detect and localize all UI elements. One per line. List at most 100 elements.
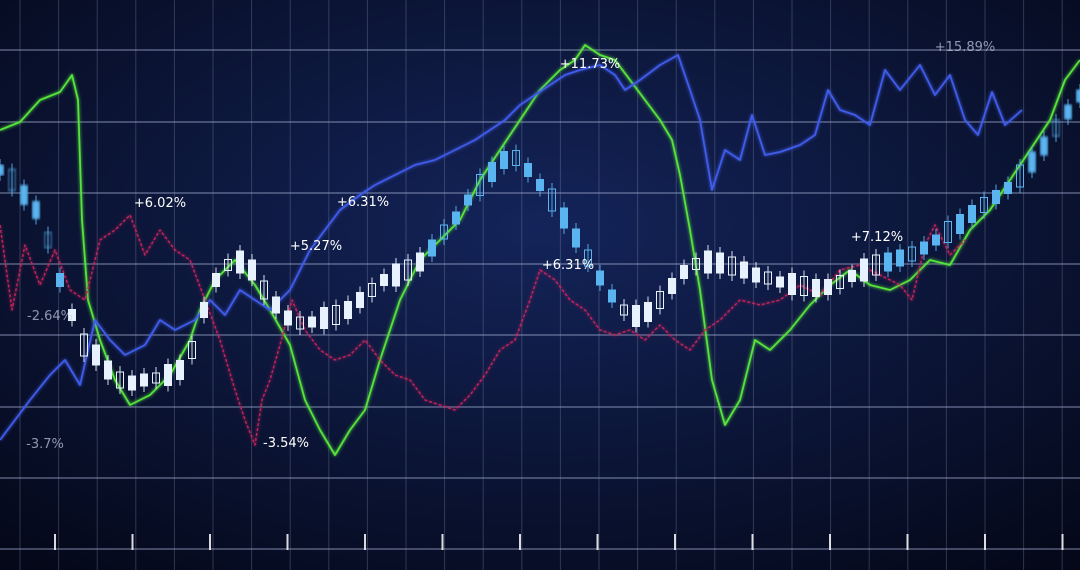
candle-body: [692, 258, 700, 270]
candle-body: [416, 252, 424, 272]
percent-label: +11.73%: [560, 57, 620, 72]
candle-body: [164, 364, 172, 386]
candle-body: [860, 258, 868, 282]
percent-label: +15.89%: [935, 40, 995, 55]
candle-body: [1040, 136, 1048, 156]
candle-body: [608, 289, 616, 303]
candle-body: [572, 228, 580, 248]
candle-body: [752, 267, 760, 283]
candle-body: [428, 239, 436, 257]
candle-body: [404, 259, 412, 281]
candle-body: [776, 276, 784, 288]
candle-body: [296, 316, 304, 330]
candle-body: [320, 307, 328, 329]
percent-label: +5.27%: [290, 239, 342, 254]
candle-body: [224, 259, 232, 271]
candle-body: [284, 310, 292, 326]
candle-body: [524, 163, 532, 177]
candle-body: [344, 301, 352, 319]
candle-body: [920, 241, 928, 255]
candle-body: [836, 275, 844, 289]
candle-body: [896, 249, 904, 267]
candle-body: [584, 249, 592, 267]
candle-body: [356, 292, 364, 308]
candle-body: [56, 273, 64, 287]
series-line-blue: [0, 54, 1023, 441]
candle-body: [716, 252, 724, 274]
candle-body: [200, 302, 208, 318]
percent-label: -2.64%: [27, 309, 73, 324]
candle-body: [848, 270, 856, 282]
candle-body: [308, 316, 316, 328]
candle-body: [596, 270, 604, 286]
candle-body: [992, 190, 1000, 204]
series-line-green: [0, 44, 1080, 456]
candle-body: [68, 309, 76, 321]
percent-label: +6.31%: [542, 258, 594, 273]
candle-body: [704, 250, 712, 274]
candle-body: [812, 279, 820, 297]
candle-body: [968, 205, 976, 223]
candle-body: [152, 372, 160, 384]
candle-body: [932, 234, 940, 246]
candle-body: [956, 214, 964, 234]
candle-body: [380, 274, 388, 286]
candle-body: [1004, 182, 1012, 194]
candle-body: [944, 221, 952, 243]
candle-body: [560, 207, 568, 229]
candle-body: [176, 360, 184, 380]
percent-label: +6.31%: [337, 195, 389, 210]
candle-body: [236, 250, 244, 274]
candle-body: [80, 333, 88, 357]
candle-body: [272, 296, 280, 314]
candle-body: [260, 280, 268, 300]
candle-body: [188, 341, 196, 359]
series-line-red: [0, 214, 966, 446]
candle-body: [368, 283, 376, 297]
candle-body: [512, 150, 520, 166]
candle-body: [536, 179, 544, 191]
candle-body: [32, 201, 40, 219]
candle-body: [464, 194, 472, 206]
candle-body: [104, 360, 112, 380]
candle-body: [668, 278, 676, 294]
candle-body: [644, 302, 652, 322]
candle-body: [728, 256, 736, 276]
candle-body: [248, 259, 256, 281]
candle-body: [212, 273, 220, 287]
candle-body: [872, 254, 880, 276]
series-layer: [0, 44, 1080, 456]
candle-body: [680, 265, 688, 279]
candle-body: [392, 263, 400, 287]
candle-body: [1076, 89, 1080, 103]
candle-body: [548, 188, 556, 212]
percent-label: +7.12%: [851, 230, 903, 245]
candle-body: [92, 344, 100, 366]
candle-body: [44, 232, 52, 248]
candle-body: [1016, 164, 1024, 188]
candle-body: [116, 371, 124, 389]
candlestick-layer: [0, 84, 1080, 396]
candle-body: [980, 197, 988, 213]
candle-body: [800, 276, 808, 296]
candle-body: [476, 174, 484, 196]
candle-body: [452, 211, 460, 225]
candle-body: [8, 169, 16, 191]
percent-label: +6.02%: [134, 196, 186, 211]
candle-body: [20, 185, 28, 205]
candle-body: [440, 224, 448, 240]
annotation-layer: +6.02% -2.64% -3.7% +5.27% +6.31% -3.54% +11.7…: [26, 40, 995, 452]
candle-body: [500, 151, 508, 169]
candle-body: [1052, 119, 1060, 137]
candle-body: [1028, 151, 1036, 173]
candle-body: [764, 271, 772, 285]
candle-body: [620, 304, 628, 316]
percent-label: -3.7%: [26, 437, 64, 452]
candle-body: [884, 252, 892, 272]
percent-label: -3.54%: [263, 436, 309, 451]
candle-body: [824, 279, 832, 295]
candle-body: [740, 261, 748, 279]
candle-body: [0, 164, 4, 176]
